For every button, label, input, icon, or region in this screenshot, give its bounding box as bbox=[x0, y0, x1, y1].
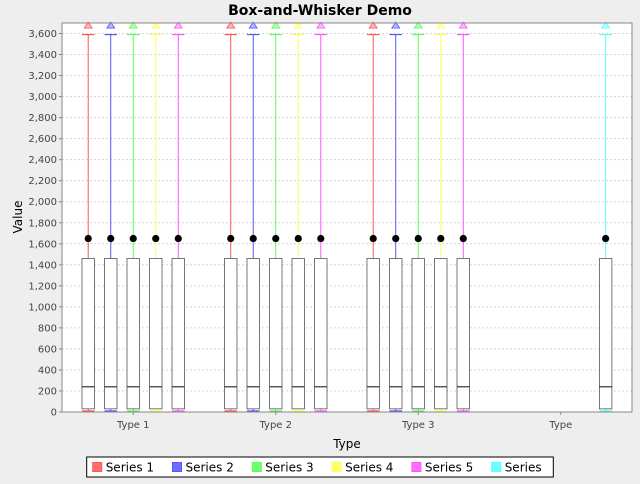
box bbox=[149, 258, 163, 410]
mean-marker bbox=[129, 234, 137, 243]
box bbox=[81, 258, 95, 410]
mean-marker bbox=[392, 234, 400, 243]
mean-marker bbox=[152, 234, 160, 243]
y-tick-label: 1,800 bbox=[28, 218, 57, 229]
legend-swatch bbox=[411, 462, 422, 472]
y-tick-label: 1,600 bbox=[28, 239, 57, 250]
y-axis-label: Value bbox=[11, 201, 25, 234]
mean-marker bbox=[369, 234, 377, 243]
y-axis: 0 200 400 600 800 1,000 1,200 1,400 1,600 1,800 2,… bbox=[28, 23, 63, 419]
outlier-marker bbox=[600, 21, 611, 29]
mean-marker bbox=[602, 234, 610, 243]
mean-marker bbox=[174, 234, 182, 243]
y-tick-label: 200 bbox=[38, 386, 57, 397]
mean-marker bbox=[249, 234, 257, 243]
outlier-marker bbox=[128, 21, 138, 29]
mean-marker bbox=[107, 234, 115, 243]
mean-marker bbox=[227, 234, 235, 243]
x-axis: Type 1 Type 2 Type 3 Type bbox=[62, 411, 632, 431]
box bbox=[411, 258, 425, 410]
y-tick-label: 2,800 bbox=[28, 113, 57, 124]
box bbox=[314, 258, 328, 410]
legend-box bbox=[86, 456, 554, 478]
y-tick-label: 2,000 bbox=[28, 197, 57, 208]
legend-label: Series 2 bbox=[186, 461, 234, 475]
box bbox=[246, 258, 260, 410]
legend-swatch bbox=[92, 462, 103, 472]
legend: Series 1 Series 2 Series 3 Series 4 Series 5… bbox=[86, 456, 554, 478]
box bbox=[434, 258, 448, 410]
mean-marker bbox=[437, 234, 445, 243]
y-tick-label: 3,000 bbox=[28, 92, 57, 103]
outlier-marker bbox=[316, 21, 326, 29]
y-tick-label: 1,400 bbox=[28, 260, 57, 271]
outlier-marker bbox=[83, 21, 93, 29]
outlier-marker bbox=[368, 21, 378, 29]
gridlines bbox=[62, 33, 632, 392]
outlier-marker bbox=[105, 21, 116, 29]
legend-label: Series 4 bbox=[345, 461, 393, 475]
x-tick-label: Type bbox=[548, 420, 572, 431]
legend-label: Series 3 bbox=[265, 461, 313, 475]
legend-label: Series bbox=[505, 461, 542, 475]
y-tick-label: 1,000 bbox=[28, 302, 57, 313]
outlier-marker bbox=[173, 21, 184, 29]
y-tick-label: 3,600 bbox=[28, 29, 57, 40]
mean-marker bbox=[84, 234, 92, 243]
mean-marker bbox=[317, 234, 325, 243]
outlier-marker bbox=[248, 21, 258, 29]
legend-swatch bbox=[331, 462, 342, 472]
mean-marker bbox=[272, 234, 280, 243]
mean-marker bbox=[414, 234, 422, 243]
box bbox=[269, 258, 283, 410]
boxes-layer bbox=[61, 21, 633, 413]
box bbox=[104, 258, 118, 410]
chart-title: Box-and-Whisker Demo bbox=[228, 3, 412, 19]
x-tick-label: Type 1 bbox=[116, 420, 150, 431]
box bbox=[126, 258, 140, 410]
outlier-marker bbox=[436, 21, 446, 29]
mean-marker bbox=[294, 234, 302, 243]
outlier-marker bbox=[151, 21, 161, 29]
y-tick-label: 1,200 bbox=[28, 281, 57, 292]
y-tick-label: 3,400 bbox=[28, 50, 57, 61]
y-tick-label: 400 bbox=[38, 365, 57, 376]
y-tick-label: 0 bbox=[51, 408, 57, 419]
box bbox=[456, 258, 470, 410]
outlier-marker bbox=[293, 21, 304, 29]
y-tick-label: 800 bbox=[38, 323, 57, 334]
box bbox=[366, 258, 380, 410]
legend-swatch bbox=[172, 462, 182, 472]
x-tick-label: Type 3 bbox=[401, 420, 435, 431]
box bbox=[291, 258, 305, 410]
legend-swatch bbox=[251, 462, 262, 472]
outlier-marker bbox=[413, 21, 423, 29]
y-tick-label: 2,600 bbox=[28, 134, 57, 145]
x-tick-label: Type 2 bbox=[258, 420, 292, 431]
outlier-marker bbox=[271, 21, 281, 29]
legend-label: Series 1 bbox=[106, 461, 154, 475]
y-tick-label: 2,200 bbox=[28, 176, 57, 187]
y-tick-label: 600 bbox=[38, 344, 57, 355]
outlier-marker bbox=[390, 21, 401, 29]
outlier-marker bbox=[225, 21, 236, 29]
y-tick-label: 2,400 bbox=[28, 155, 57, 166]
plot-area bbox=[62, 23, 632, 412]
box bbox=[389, 258, 403, 410]
box bbox=[171, 258, 185, 410]
y-tick-label: 3,200 bbox=[28, 71, 57, 82]
legend-label: Series 5 bbox=[425, 461, 473, 475]
legend-swatch bbox=[491, 462, 502, 472]
box bbox=[598, 258, 613, 410]
mean-marker bbox=[459, 234, 467, 243]
x-axis-label: Type bbox=[332, 437, 361, 451]
outlier-marker bbox=[458, 21, 469, 29]
box bbox=[224, 258, 238, 410]
